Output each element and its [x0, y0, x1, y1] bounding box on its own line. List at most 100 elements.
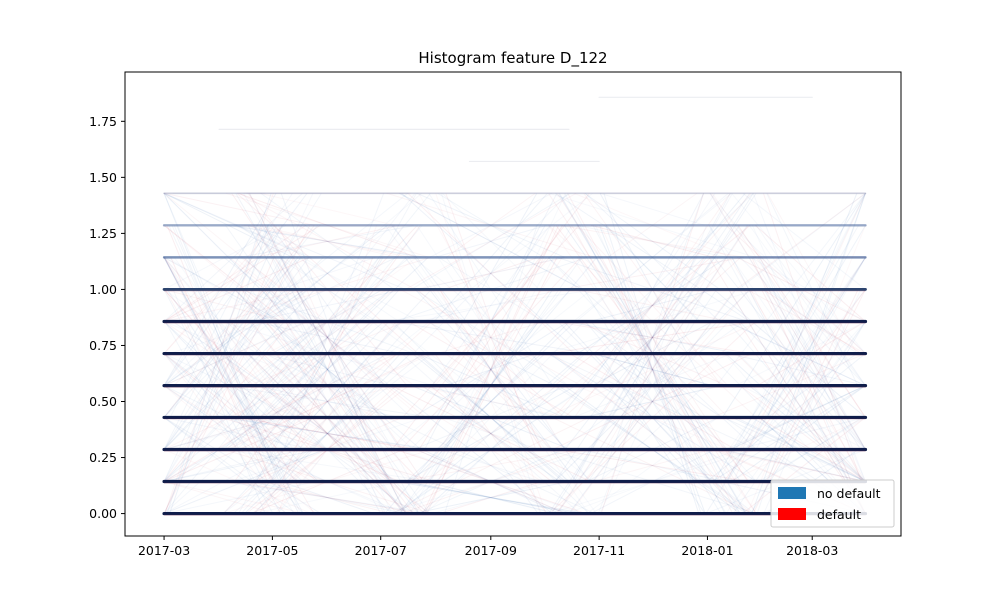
crossing-line [279, 321, 375, 418]
plot-frame [124, 71, 902, 537]
crossing-line [270, 225, 385, 386]
crossing-line [584, 385, 720, 418]
legend-swatch-default [778, 508, 806, 520]
crossing-line [576, 224, 729, 386]
crossing-line [163, 288, 309, 322]
crossing-line [244, 224, 411, 258]
crossing-line [222, 353, 432, 514]
x-tick-label: 2017-03 [138, 543, 190, 558]
x-tick-label: 2017-07 [355, 543, 407, 558]
crossing-line [163, 321, 292, 482]
x-tick-label: 2018-03 [786, 543, 838, 558]
crossing-line [163, 193, 280, 482]
crossing-line [591, 353, 713, 387]
crossing-line [439, 225, 543, 450]
crossing-line [398, 353, 584, 514]
crossing-line [419, 288, 563, 322]
crossing-line [398, 192, 583, 290]
crossing-line [163, 192, 315, 226]
crossing-line [388, 192, 594, 354]
crossing-line [163, 289, 281, 514]
crossing-line [253, 225, 401, 450]
crossing-line [238, 224, 417, 258]
legend-label-no-default: no default [817, 486, 881, 501]
y-tick-label: 1.50 [89, 170, 117, 185]
crossing-line [410, 289, 572, 450]
crossing-line [439, 289, 543, 450]
crossing-line [583, 289, 722, 514]
crossing-line [561, 256, 744, 290]
crossing-line [405, 192, 577, 290]
crossing-line [600, 257, 705, 354]
crossing-line [556, 448, 749, 483]
plot-background [125, 72, 901, 536]
crossing-line [418, 257, 563, 482]
crossing-line [163, 417, 287, 514]
crossing-line [564, 225, 741, 450]
crossing-line [240, 289, 414, 514]
crossing-line [577, 256, 728, 354]
crossing-line [169, 225, 270, 514]
crossing-line [754, 224, 866, 322]
crossing-line [549, 320, 756, 355]
crossing-line [583, 321, 722, 418]
crossing-line [223, 289, 432, 514]
crossing-line [443, 256, 539, 290]
crossing-line [225, 225, 430, 514]
crossing-line [235, 289, 420, 514]
crossing-line [597, 289, 708, 386]
y-tick-label: 1.25 [89, 226, 117, 241]
crossing-line [250, 289, 404, 514]
crossing-line [736, 416, 866, 450]
crossing-line [267, 321, 388, 418]
crossing-line [227, 353, 427, 450]
x-tick-label: 2017-05 [246, 543, 298, 558]
x-tick-label: 2017-09 [465, 543, 517, 558]
crossing-line [590, 224, 714, 258]
crossing-line [550, 353, 755, 514]
crossing-line [163, 257, 299, 418]
crossing-line [400, 448, 582, 483]
crossing-line [599, 257, 705, 418]
crossing-line [407, 192, 575, 354]
crossing-line [260, 289, 395, 386]
crossing-line [411, 192, 571, 290]
crossing-line [390, 385, 591, 482]
crossing-line [576, 257, 729, 418]
crossing-line [726, 321, 866, 482]
crossing-line [229, 256, 426, 418]
crossing-line [171, 225, 267, 450]
crossing-line [163, 416, 278, 450]
crossing-line [163, 448, 303, 483]
crossing-line [728, 257, 866, 482]
crossing-line [605, 224, 700, 322]
crossing-line [279, 256, 376, 290]
crossing-line [742, 417, 866, 514]
crossing-line [263, 289, 392, 386]
crossing-line [224, 481, 431, 515]
crossing-line [600, 225, 705, 450]
crossing-line [719, 448, 866, 483]
crossing-line [163, 353, 299, 514]
crossing-line [223, 385, 432, 418]
crossing-line [767, 193, 858, 354]
crossing-line [437, 321, 545, 355]
crossing-line [547, 257, 757, 482]
crossing-line [270, 193, 385, 482]
crossing-line [726, 193, 866, 482]
crossing-line [163, 224, 286, 322]
y-tick-label: 0.50 [89, 394, 117, 409]
crossing-line [599, 289, 706, 514]
crossing-line [431, 225, 551, 386]
crossing-line [233, 289, 422, 450]
crossing-line [728, 289, 866, 514]
crossing-line [739, 385, 866, 482]
crossing-line [404, 481, 577, 515]
crossing-line [742, 192, 866, 290]
crossing-line [711, 385, 866, 482]
crossing-line [422, 385, 559, 418]
crossing-line [247, 353, 408, 514]
y-tick-label: 0.00 [89, 506, 117, 521]
crossing-line [163, 289, 306, 387]
crossing-line [554, 224, 751, 386]
